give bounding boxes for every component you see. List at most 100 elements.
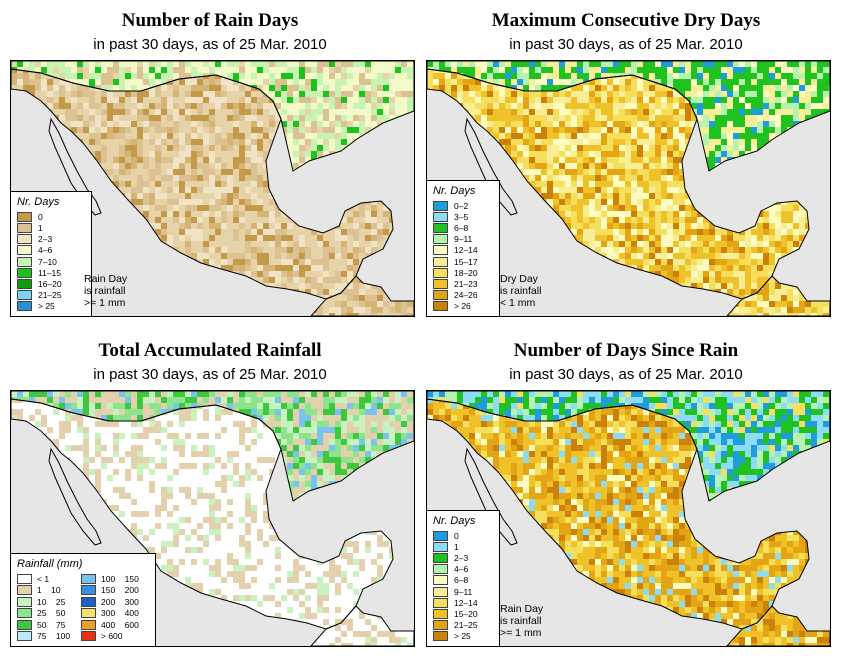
legend-swatch xyxy=(433,609,448,620)
panel-rain-days: Number of Rain Days in past 30 days, as … xyxy=(0,0,420,325)
legend-label: 300 400 xyxy=(101,608,139,618)
country-border-central-america xyxy=(310,605,414,646)
legend-item: > 25 xyxy=(433,631,493,642)
legend-swatch xyxy=(433,200,448,211)
country-border-usa xyxy=(427,391,830,502)
legend-label: 50 75 xyxy=(37,620,65,630)
legend: Rainfall (mm) < 1 100 150 1 10 150 200 10 25… xyxy=(11,553,156,646)
note-line: < 1 mm xyxy=(500,297,541,309)
legend-item: > 25 xyxy=(17,301,85,312)
note-line: is rainfall xyxy=(500,285,541,297)
legend-item: 9–11 xyxy=(433,234,493,245)
legend-label: 6–8 xyxy=(454,575,468,585)
legend-item: 25 50 xyxy=(17,608,77,620)
legend-swatch xyxy=(17,234,32,245)
legend-swatch xyxy=(81,596,96,607)
panel-rainfall: Total Accumulated Rainfall in past 30 da… xyxy=(0,330,420,655)
legend-swatch xyxy=(433,267,448,278)
baja-peninsula xyxy=(464,117,518,216)
legend-swatch xyxy=(433,530,448,541)
legend-items: 0–2 3–5 6–8 9–11 12–14 15–17 18–20 21–23 24–26 > … xyxy=(433,200,493,312)
legend-item: 1 10 xyxy=(17,585,77,597)
legend-note: Rain Day is rainfall >= 1 mm xyxy=(84,273,127,309)
legend-item: 21–25 xyxy=(17,290,85,301)
map-canvas xyxy=(11,391,414,646)
legend-item: 50 75 xyxy=(17,619,77,631)
legend-swatch xyxy=(17,301,32,312)
legend-label: < 1 xyxy=(37,574,49,584)
legend-item: 4–6 xyxy=(17,245,85,256)
legend-item: 12–14 xyxy=(433,597,493,608)
legend-swatch xyxy=(433,564,448,575)
legend-swatch xyxy=(433,575,448,586)
legend-label: 400 600 xyxy=(101,620,139,630)
legend: Nr. Days 0–2 3–5 6–8 9–11 12–14 15–17 18–20 21–… xyxy=(427,180,500,316)
note-line: is rainfall xyxy=(500,615,543,627)
note-line: Rain Day xyxy=(500,603,543,615)
legend-swatch xyxy=(81,619,96,630)
legend-swatch xyxy=(17,619,32,630)
legend-swatch xyxy=(81,585,96,596)
legend-label: 21–25 xyxy=(454,620,478,630)
legend-item: 100 150 xyxy=(81,573,141,585)
legend-item: 2–3 xyxy=(433,553,493,564)
legend-item: 150 200 xyxy=(81,585,141,597)
country-border-central-america xyxy=(726,275,830,316)
legend-swatch xyxy=(17,279,32,290)
legend-swatch xyxy=(433,279,448,290)
baja-peninsula xyxy=(48,117,102,216)
legend-label: 12–14 xyxy=(454,598,478,608)
legend: Nr. Days 0 1 2–3 4–6 6–8 9–11 12–14 15–20 21–25 >… xyxy=(427,510,500,646)
country-border-usa xyxy=(427,61,830,172)
legend-swatch xyxy=(81,573,96,584)
legend-item: 4–6 xyxy=(433,564,493,575)
legend-swatch xyxy=(433,597,448,608)
panel-title: Number of Days Since Rain xyxy=(416,340,836,362)
baja-peninsula xyxy=(48,447,102,546)
legend-item: 9–11 xyxy=(433,586,493,597)
legend-label: > 26 xyxy=(454,301,471,311)
panel-subtitle: in past 30 days, as of 25 Mar. 2010 xyxy=(416,366,836,383)
legend-label: 2–3 xyxy=(454,553,468,563)
legend-label: 18–20 xyxy=(454,268,478,278)
legend-label: 0–2 xyxy=(454,201,468,211)
legend-item: 6–8 xyxy=(433,575,493,586)
legend-label: 21–25 xyxy=(38,290,62,300)
legend-label: 4–6 xyxy=(38,245,52,255)
legend-swatch xyxy=(433,553,448,564)
legend-note: Rain Day is rainfall >= 1 mm xyxy=(500,603,543,639)
legend-title: Nr. Days xyxy=(433,515,493,527)
map-since-rain: Nr. Days 0 1 2–3 4–6 6–8 9–11 12–14 15–20 21–25 >… xyxy=(426,390,831,647)
country-border-central-america xyxy=(310,275,414,316)
legend-label: 24–26 xyxy=(454,290,478,300)
legend-label: > 25 xyxy=(454,631,471,641)
panel-since-rain: Number of Days Since Rain in past 30 day… xyxy=(416,330,836,655)
country-border-usa xyxy=(11,61,414,172)
legend-swatch xyxy=(17,267,32,278)
panel-title: Total Accumulated Rainfall xyxy=(0,340,420,362)
legend-label: 11–15 xyxy=(38,268,61,278)
legend-item: 300 400 xyxy=(81,608,141,620)
legend-item: 1 xyxy=(433,541,493,552)
note-line: Dry Day xyxy=(500,273,541,285)
legend-item: 24–26 xyxy=(433,290,493,301)
legend-title: Rainfall (mm) xyxy=(17,558,149,570)
legend-item: 10 25 xyxy=(17,596,77,608)
legend-swatch xyxy=(17,245,32,256)
legend-label: 21–23 xyxy=(454,279,478,289)
legend: Nr. Days 0 1 2–3 4–6 7–10 11–15 16–20 21–25 > 25 xyxy=(11,191,92,316)
legend-item: 6–8 xyxy=(433,223,493,234)
legend-label: 10 25 xyxy=(37,597,65,607)
legend-swatch xyxy=(433,541,448,552)
legend-swatch xyxy=(433,586,448,597)
legend-label: 2–3 xyxy=(38,234,52,244)
panel-dry-days: Maximum Consecutive Dry Days in past 30 … xyxy=(416,0,836,325)
legend-title: Nr. Days xyxy=(433,185,493,197)
legend-swatch xyxy=(17,585,32,596)
legend-label: 1 xyxy=(38,223,43,233)
legend-label: 15–20 xyxy=(454,609,478,619)
legend-item: 0–2 xyxy=(433,200,493,211)
legend-items: < 1 100 150 1 10 150 200 10 25 200 300 25 50 30… xyxy=(17,573,149,642)
legend-swatch xyxy=(17,608,32,619)
legend-swatch xyxy=(433,631,448,642)
